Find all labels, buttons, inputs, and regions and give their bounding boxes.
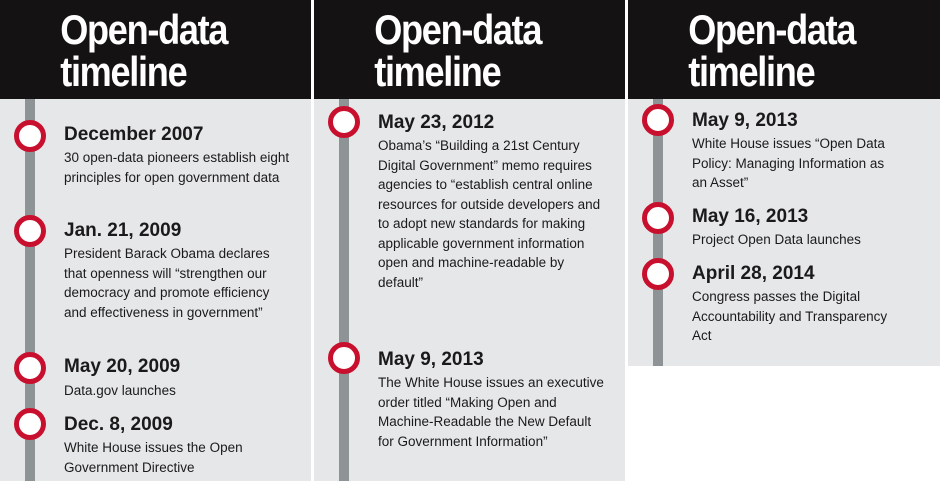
event-description: 30 open-data pioneers establish eight pr… [64,150,290,185]
event-date: May 9, 2013 [378,349,484,370]
event-description: White House issues “Open Data Policy: Ma… [692,136,885,190]
event-date: May 23, 2012 [378,112,495,133]
timeline-marker-icon [642,202,674,234]
event-description: Data.gov launches [64,383,176,398]
event-date: May 9, 2013 [692,110,798,131]
title-line-1: Open-data [688,6,856,53]
event-date: April 28, 2014 [692,263,815,284]
timeline-spine [25,99,35,481]
panel-title: Open-data timeline [628,9,896,93]
title-line-1: Open-data [60,6,228,53]
title-line-2: timeline [60,48,187,95]
event-description: White House issues the Open Government D… [64,440,243,475]
event-description: Obama’s “Building a 21st Century Digital… [378,138,601,290]
event-date: Dec. 8, 2009 [64,414,173,435]
event-date: May 20, 2009 [64,356,181,377]
event-date: Jan. 21, 2009 [64,220,182,241]
timeline-panel-3: Open-data timeline May 9, 2013 White Hou… [628,0,940,366]
panel-header: Open-data timeline [628,0,940,99]
event-description: Congress passes the Digital Accountabili… [692,289,888,343]
panel-header: Open-data timeline [314,0,625,99]
timeline-panel-1: Open-data timeline December 2007 30 open… [0,0,311,481]
title-line-2: timeline [688,48,815,95]
event-date: May 16, 2013 [692,206,809,227]
timeline-marker-icon [642,104,674,136]
timeline-spine [339,99,349,481]
title-line-1: Open-data [374,6,542,53]
timeline-marker-icon [14,408,46,440]
timeline-marker-icon [328,342,360,374]
timeline-marker-icon [328,106,360,138]
panel-title: Open-data timeline [314,9,581,93]
panel-header: Open-data timeline [0,0,311,99]
timeline-marker-icon [14,215,46,247]
title-line-2: timeline [374,48,501,95]
event-date: December 2007 [64,124,204,145]
timeline-marker-icon [642,258,674,290]
event-description: The White House issues an executive orde… [378,375,604,449]
panel-title: Open-data timeline [0,9,267,93]
timeline-panel-2: Open-data timeline May 23, 2012 Obama’s … [314,0,625,481]
timeline-marker-icon [14,120,46,152]
event-description: President Barack Obama declares that ope… [64,246,270,320]
timeline-marker-icon [14,352,46,384]
event-description: Project Open Data launches [692,232,861,247]
